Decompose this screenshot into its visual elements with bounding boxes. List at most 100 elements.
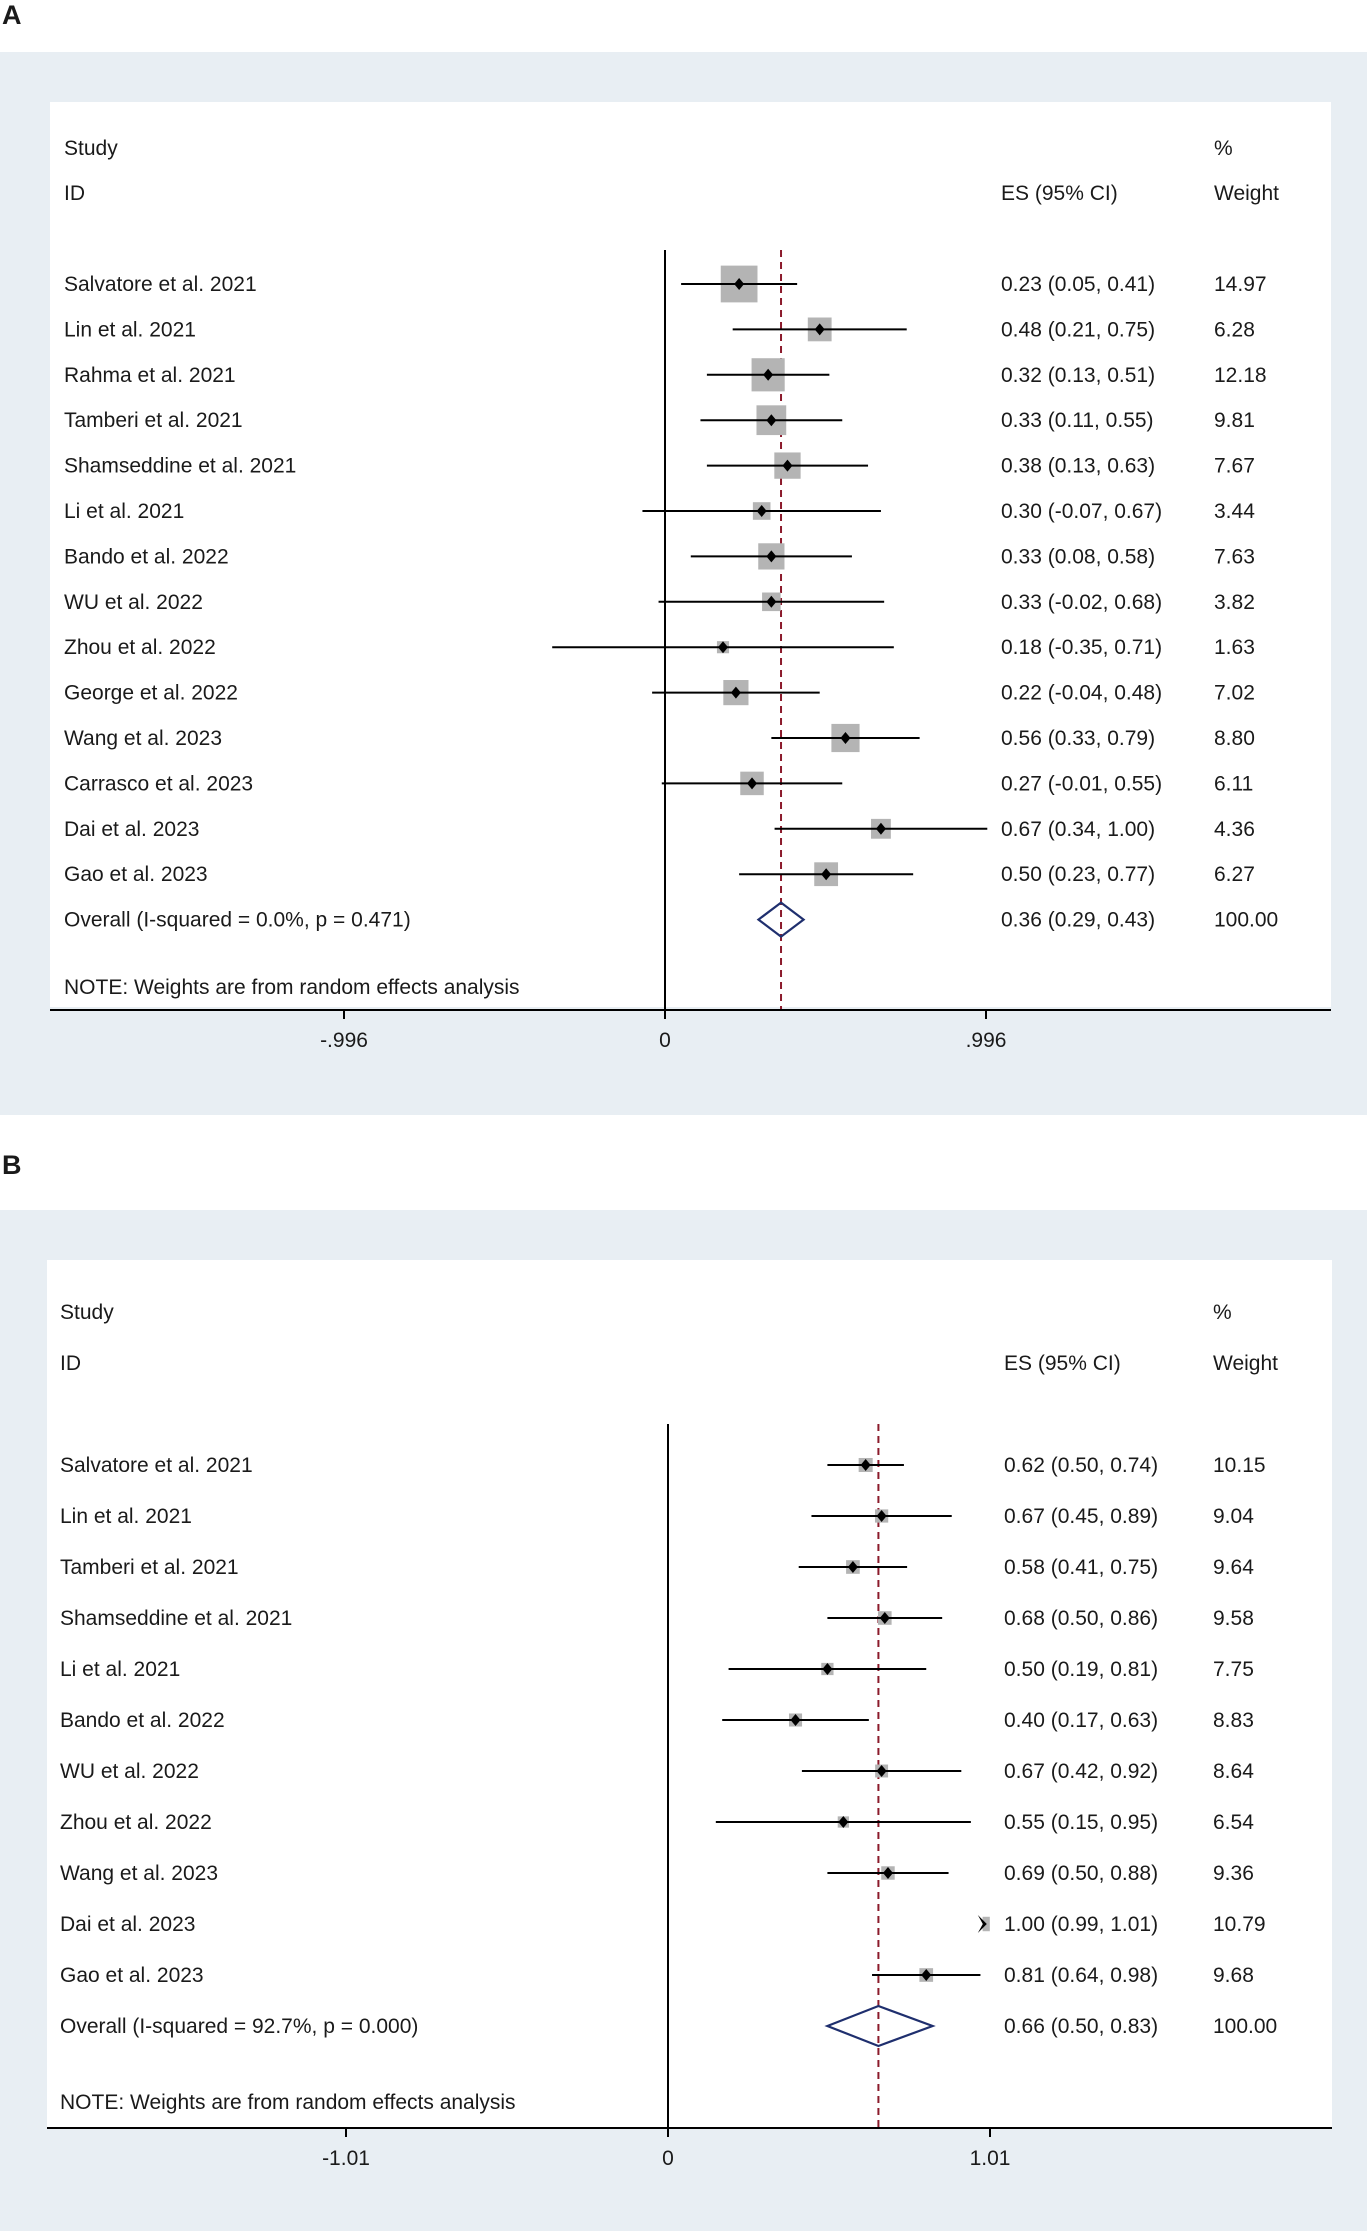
study-name: George et al. 2022 [64,682,238,705]
study-es-ci: 0.33 (0.08, 0.58) [1001,545,1155,568]
overall-diamond [756,901,806,938]
study-weight: 7.67 [1214,455,1255,478]
study-name: Gao et al. 2023 [60,1964,204,1987]
x-tick-label: .996 [966,1029,1007,1052]
study-es-ci: 0.40 (0.17, 0.63) [1004,1709,1158,1732]
study-es-ci: 0.68 (0.50, 0.86) [1004,1607,1158,1630]
study-weight: 12.18 [1214,364,1267,387]
study-weight: 6.28 [1214,318,1255,341]
study-es-ci: 0.22 (-0.04, 0.48) [1001,682,1162,705]
point-estimate [782,459,793,472]
study-weight: 8.64 [1213,1760,1254,1783]
overall-weight: 100.00 [1214,909,1278,932]
study-name: Li et al. 2021 [60,1658,180,1681]
weights-note: NOTE: Weights are from random effects an… [64,976,520,999]
header-id: ID [64,182,85,205]
study-weight: 10.15 [1213,1454,1266,1477]
study-es-ci: 0.48 (0.21, 0.75) [1001,318,1155,341]
study-weight: 3.44 [1214,500,1255,523]
overall-diamond [824,2004,936,2048]
study-weight: 9.64 [1213,1556,1254,1579]
point-estimate [747,777,758,790]
study-es-ci: 0.56 (0.33, 0.79) [1001,727,1155,750]
overall-weight: 100.00 [1213,2015,1277,2038]
study-es-ci: 0.55 (0.15, 0.95) [1004,1811,1158,1834]
study-weight: 6.54 [1213,1811,1254,1834]
study-name: Dai et al. 2023 [64,818,199,841]
forest-plot-a: Study ID ES (95% CI)% Weight Salvatore et al… [50,137,1331,1052]
study-weight: 14.97 [1214,273,1267,296]
study-es-ci: 0.67 (0.34, 1.00) [1001,818,1155,841]
study-name: Wang et al. 2023 [60,1862,218,1885]
study-weight: 8.80 [1214,727,1255,750]
point-estimate [822,1663,833,1675]
study-weight: 10.79 [1213,1913,1266,1936]
study-name: Li et al. 2021 [64,500,184,523]
study-name: WU et al. 2022 [60,1760,199,1783]
study-name: Tamberi et al. 2021 [60,1556,239,1579]
study-es-ci: 0.33 (0.11, 0.55) [1001,409,1154,432]
header-id: ID [60,1352,81,1375]
study-weight: 9.68 [1213,1964,1254,1987]
point-estimate [814,323,825,336]
study-name: Salvatore et al. 2021 [60,1454,253,1477]
study-weight: 6.11 [1214,772,1253,795]
study-name: Lin et al. 2021 [64,318,196,341]
point-estimate [876,1510,887,1522]
x-tick-label: 0 [662,2147,674,2170]
point-estimate [921,1969,932,1981]
truncation-arrow [977,1915,987,1933]
study-weight: 1.63 [1214,636,1255,659]
study-name: WU et al. 2022 [64,591,203,614]
point-estimate [879,1612,890,1624]
study-es-ci: 0.33 (-0.02, 0.68) [1001,591,1162,614]
study-es-ci: 0.62 (0.50, 0.74) [1004,1454,1158,1477]
study-name: Bando et al. 2022 [64,545,229,568]
point-estimate [766,595,777,608]
point-estimate [763,368,774,381]
study-es-ci: 0.67 (0.45, 0.89) [1004,1505,1158,1528]
study-name: Bando et al. 2022 [60,1709,225,1732]
study-weight: 7.75 [1213,1658,1254,1681]
study-name: Shamseddine et al. 2021 [60,1607,292,1630]
study-weight: 9.58 [1213,1607,1254,1630]
study-es-ci: 0.69 (0.50, 0.88) [1004,1862,1158,1885]
study-es-ci: 0.67 (0.42, 0.92) [1004,1760,1158,1783]
study-weight: 7.02 [1214,682,1255,705]
study-name: Zhou et al. 2022 [60,1811,212,1834]
study-name: Gao et al. 2023 [64,863,208,886]
study-es-ci: 0.27 (-0.01, 0.55) [1001,772,1162,795]
study-es-ci: 0.81 (0.64, 0.98) [1004,1964,1158,1987]
overall-label: Overall (I-squared = 0.0%, p = 0.471) [64,909,411,932]
point-estimate [790,1714,801,1726]
study-name: Shamseddine et al. 2021 [64,455,296,478]
overall-es-ci: 0.66 (0.50, 0.83) [1004,2015,1158,2038]
study-name: Rahma et al. 2021 [64,364,236,387]
panel-b-letter: B [2,1150,22,1180]
panel-a-plot-area [50,102,1331,1007]
study-weight: 7.63 [1214,545,1255,568]
point-estimate [734,278,745,290]
panel-a-letter: A [2,0,22,30]
study-es-ci: 0.32 (0.13, 0.51) [1001,364,1155,387]
header-es: ES (95% CI) [1004,1352,1121,1375]
header-percent: % [1214,137,1233,160]
study-weight: 3.82 [1214,591,1255,614]
point-estimate [821,868,832,881]
study-es-ci: 0.18 (-0.35, 0.71) [1001,636,1162,659]
study-es-ci: 0.58 (0.41, 0.75) [1004,1556,1158,1579]
point-estimate [766,414,777,427]
study-name: Wang et al. 2023 [64,727,222,750]
study-es-ci: 1.00 (0.99, 1.01) [1004,1913,1158,1936]
study-name: Lin et al. 2021 [60,1505,192,1528]
study-weight: 8.83 [1213,1709,1254,1732]
study-weight: 9.04 [1213,1505,1254,1528]
x-tick-label: 0 [659,1029,671,1052]
weights-note: NOTE: Weights are from random effects an… [60,2091,516,2114]
point-estimate [840,732,851,744]
point-estimate [876,1765,887,1777]
study-es-ci: 0.38 (0.13, 0.63) [1001,455,1155,478]
point-estimate [860,1459,871,1471]
study-es-ci: 0.30 (-0.07, 0.67) [1001,500,1162,523]
study-name: Carrasco et al. 2023 [64,772,253,795]
